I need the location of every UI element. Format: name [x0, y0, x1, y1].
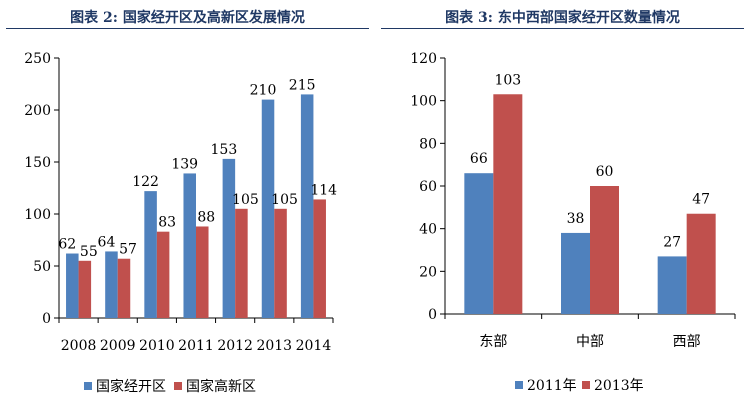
x-tick-label: 2010: [139, 338, 175, 354]
chart-title: 图表 3: 东中西部国家经开区数量情况: [445, 10, 680, 26]
legend-label: 2013年: [594, 378, 644, 394]
y-tick-label: 0: [428, 307, 437, 323]
data-label: 105: [232, 192, 259, 208]
data-label: 88: [197, 209, 215, 225]
data-label: 38: [567, 211, 585, 227]
x-tick-label: 2011: [178, 338, 214, 354]
bar: [235, 208, 248, 318]
data-label: 57: [119, 242, 137, 258]
data-label: 122: [132, 174, 159, 190]
bar: [313, 199, 326, 318]
bar: [222, 158, 236, 318]
legend-swatch: [582, 381, 590, 389]
bar: [493, 94, 523, 315]
x-tick-label: 2014: [296, 338, 332, 354]
legend-label: 国家经开区: [96, 378, 166, 395]
bar: [117, 258, 131, 318]
bar: [144, 191, 157, 318]
x-tick-label: 2008: [61, 338, 97, 354]
y-tick-label: 20: [419, 264, 437, 280]
title-rule: [381, 28, 744, 29]
bar: [590, 186, 619, 314]
bar: [657, 256, 687, 314]
bar: [105, 251, 118, 318]
bar: [274, 208, 287, 318]
data-label: 47: [692, 192, 710, 208]
regional-chart: 0 20 40 60 80 100 120 东部 66 103 中部 38 60 西部 27 47 2011年 2…: [410, 51, 736, 394]
x-tick-label: 中部: [576, 334, 604, 350]
x-tick-label: 西部: [673, 334, 701, 350]
y-tick-label: 250: [24, 51, 51, 67]
data-label: 105: [271, 192, 298, 208]
data-label: 210: [250, 83, 277, 99]
legend-swatch: [84, 382, 92, 390]
bar: [183, 173, 196, 318]
data-label: 83: [158, 215, 176, 231]
x-tick-label: 2013: [256, 338, 292, 354]
data-label: 62: [58, 237, 76, 253]
y-tick-label: 60: [419, 179, 437, 195]
data-label: 60: [596, 164, 614, 180]
data-label: 27: [663, 234, 681, 250]
x-tick-label: 东部: [479, 334, 507, 350]
y-tick-label: 80: [419, 136, 437, 152]
y-tick-label: 120: [410, 51, 437, 67]
chart-panel-development: 图表 2: 国家经开区及高新区发展情况 0 50 100 150 200 250 2008 6…: [6, 10, 369, 395]
data-label: 215: [289, 77, 316, 93]
title-rule: [6, 28, 369, 29]
bar: [196, 226, 209, 318]
data-label: 55: [80, 244, 98, 260]
bar: [686, 213, 716, 314]
data-label: 153: [211, 142, 238, 158]
y-tick-label: 40: [419, 222, 437, 238]
bar: [156, 231, 170, 318]
chart-title: 图表 2: 国家经开区及高新区发展情况: [70, 10, 305, 26]
data-label: 66: [470, 151, 488, 167]
y-tick-label: 100: [410, 94, 437, 110]
bar: [78, 260, 92, 318]
legend-label: 2011年: [527, 378, 577, 394]
bar: [261, 99, 275, 318]
data-label: 139: [171, 156, 198, 172]
y-tick-label: 50: [33, 259, 51, 275]
bar: [66, 253, 79, 318]
bar: [464, 173, 494, 314]
bar: [300, 94, 314, 319]
y-tick-label: 200: [24, 103, 51, 119]
x-tick-label: 2009: [100, 338, 136, 354]
development-chart: 0 50 100 150 200 250 2008 62 55 2009 64 57 2010 122 83…: [24, 51, 337, 395]
y-tick-label: 150: [24, 155, 51, 171]
data-label: 103: [494, 72, 521, 88]
legend-label: 国家高新区: [186, 378, 256, 395]
bar: [561, 232, 590, 314]
y-tick-label: 0: [42, 311, 51, 327]
data-label: 64: [98, 234, 116, 250]
data-label: 114: [310, 182, 337, 198]
y-tick-label: 100: [24, 207, 51, 223]
chart-panel-regional: 图表 3: 东中西部国家经开区数量情况 0 20 40 60 80 100 120 东部 66 1…: [375, 0, 750, 401]
legend-swatch: [515, 381, 523, 389]
x-tick-label: 2012: [217, 338, 253, 354]
legend-swatch: [174, 382, 182, 390]
